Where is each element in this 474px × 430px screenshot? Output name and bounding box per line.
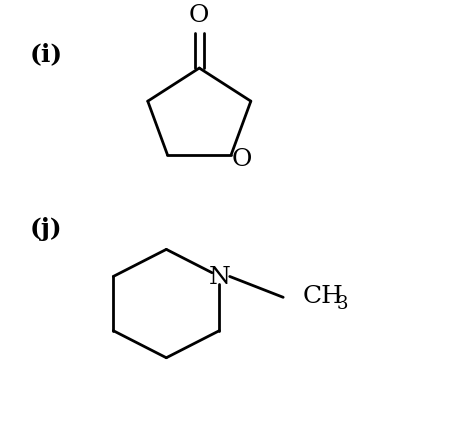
Text: O: O <box>231 147 252 170</box>
Text: N: N <box>209 265 230 288</box>
Text: CH: CH <box>303 285 344 307</box>
Text: 3: 3 <box>337 295 348 313</box>
Text: O: O <box>189 4 210 27</box>
Text: (i): (i) <box>30 42 63 66</box>
Text: (j): (j) <box>30 217 62 240</box>
